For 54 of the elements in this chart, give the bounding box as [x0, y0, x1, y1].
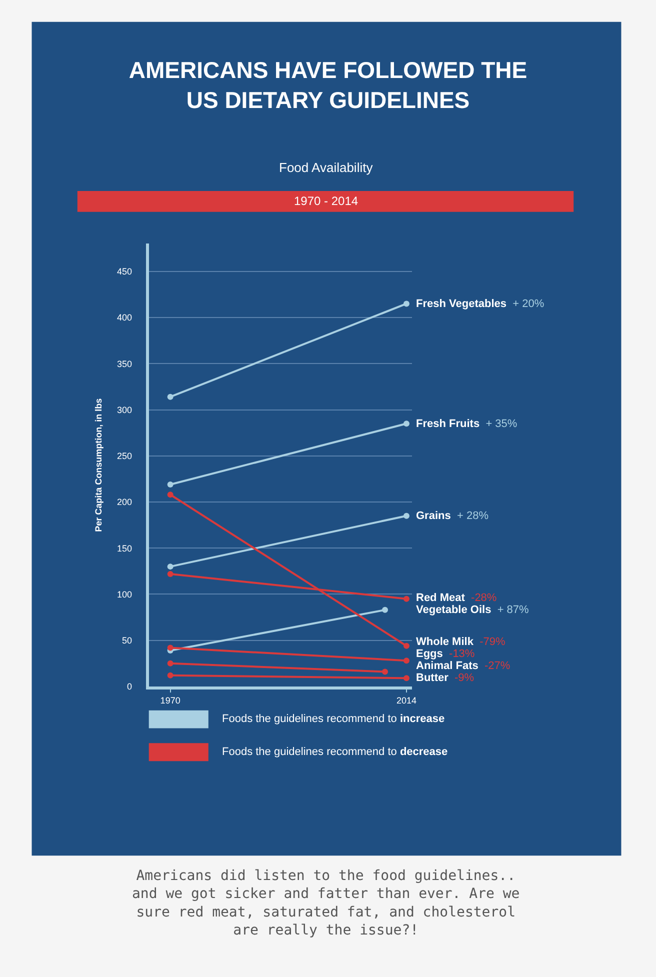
- y-tick-label: 200: [117, 497, 132, 508]
- series-label: Whole Milk: [416, 636, 474, 648]
- y-tick-label: 150: [117, 543, 132, 554]
- point: [167, 660, 174, 666]
- y-tick-label: 100: [117, 589, 132, 600]
- point: [403, 675, 410, 682]
- point: [382, 606, 388, 613]
- text: + 87%: [497, 604, 530, 616]
- point: [167, 672, 174, 678]
- text: 1970 - 2014: [294, 194, 358, 208]
- y-tick-label: 250: [117, 451, 132, 462]
- series-label: Fresh Vegetables: [416, 298, 506, 310]
- point: [167, 492, 174, 498]
- point: [167, 394, 174, 400]
- text: -28%: [471, 592, 497, 604]
- text: Americans did listen to the food guidelines.. and we got sicker and fatter than ever. Are we sure red meat, saturated fat, and cholesterol are really the issue?!: [132, 868, 520, 939]
- y-tick-label: 400: [117, 312, 132, 323]
- y-axis-title: Per Capita Consumption, in lbs: [93, 398, 104, 532]
- text: -9%: [454, 672, 474, 684]
- text: + 28%: [456, 510, 489, 522]
- y-tick-label: 300: [117, 404, 132, 415]
- x-tick-label: 2014: [396, 695, 416, 706]
- point: [167, 481, 174, 488]
- series-label: Red Meat: [416, 592, 466, 604]
- series-label: Butter: [416, 672, 450, 684]
- point: [167, 570, 174, 577]
- point: [403, 512, 410, 519]
- text: + 20%: [512, 298, 544, 310]
- series-label: Eggs: [416, 648, 443, 660]
- text: Vegetable Oils: [416, 604, 492, 616]
- point: [403, 420, 410, 427]
- point: [167, 644, 174, 651]
- series-label: Fresh Fruits: [416, 418, 480, 430]
- text: + 35%: [486, 418, 518, 430]
- point: [403, 658, 410, 664]
- point: [403, 642, 410, 649]
- y-tick-label: 450: [117, 266, 132, 277]
- point: [403, 596, 410, 602]
- text: Animal Fats: [416, 660, 478, 672]
- y-tick-label: 0: [127, 682, 132, 692]
- point: [403, 300, 410, 307]
- point: [167, 564, 174, 570]
- text: -13%: [449, 648, 475, 660]
- y-tick-label: 350: [117, 358, 132, 369]
- text: -27%: [484, 660, 510, 672]
- chart-title: AMERICANS HAVE FOLLOWED THE US DIETARY GUIDELINES: [128, 57, 528, 113]
- x-tick-label: 1970: [160, 695, 180, 706]
- series-label: Grains: [416, 510, 451, 522]
- point: [382, 668, 388, 675]
- text: -79%: [480, 636, 506, 648]
- chart-subtitle: Food Availability: [279, 160, 374, 175]
- text: Foods the guidelines recommend to increase: [222, 713, 445, 725]
- y-tick-label: 50: [122, 636, 132, 646]
- text: Foods the guidelines recommend to decrease: [222, 746, 448, 758]
